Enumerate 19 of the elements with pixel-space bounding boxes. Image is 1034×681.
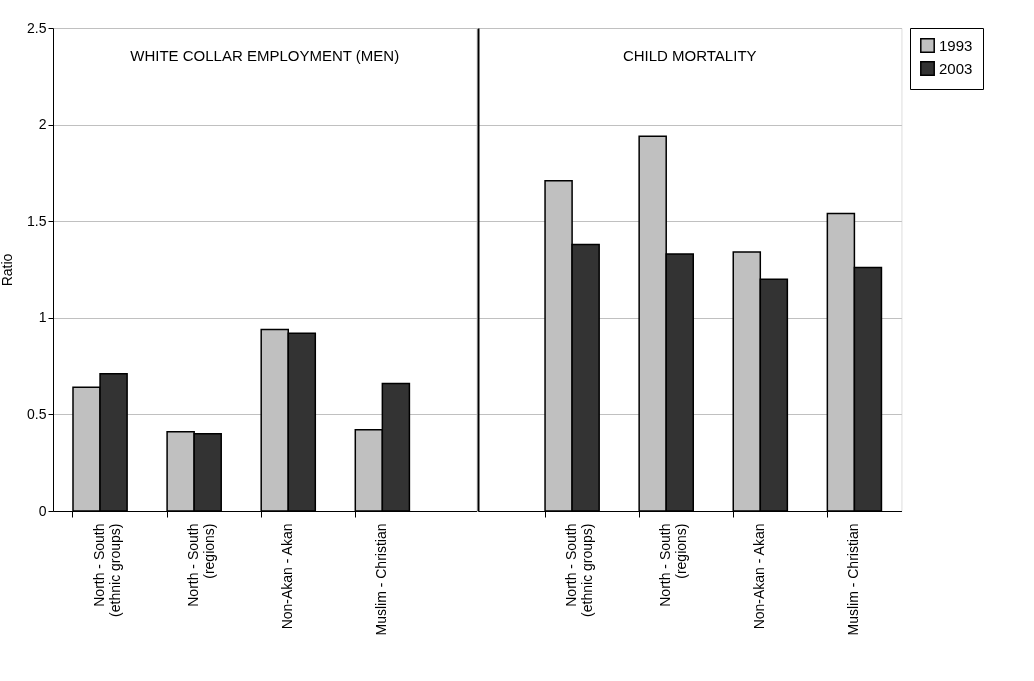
x-tick-label: Non-Akan - Akan (751, 523, 768, 630)
y-tick-label: 0.5 (27, 405, 47, 422)
legend-label: 2003 (939, 59, 973, 77)
y-axis-title: Ratio (0, 253, 16, 287)
x-tick-label: North - South (regions) (657, 523, 690, 607)
y-tick-label: 0 (38, 502, 47, 519)
x-tick-label: North - South (ethnic groups) (563, 523, 596, 617)
y-tick-label: 2.5 (27, 19, 47, 36)
x-tick-label: North - South (regions) (185, 523, 218, 607)
x-tick-label: Muslim - Christian (845, 523, 862, 636)
legend-label: 1993 (939, 36, 973, 54)
x-tick-label: Non-Akan - Akan (279, 523, 296, 630)
annotation: CHILD MORTALITY (622, 47, 757, 64)
y-tick-label: 1 (38, 309, 47, 326)
x-tick-label: Muslim - Christian (373, 523, 390, 636)
y-tick-label: 1.5 (27, 212, 47, 229)
annotation: WHITE COLLAR EMPLOYMENT (MEN) (130, 47, 400, 64)
y-tick-label: 2 (38, 116, 47, 133)
x-tick-label: North - South (ethnic groups) (91, 523, 124, 617)
